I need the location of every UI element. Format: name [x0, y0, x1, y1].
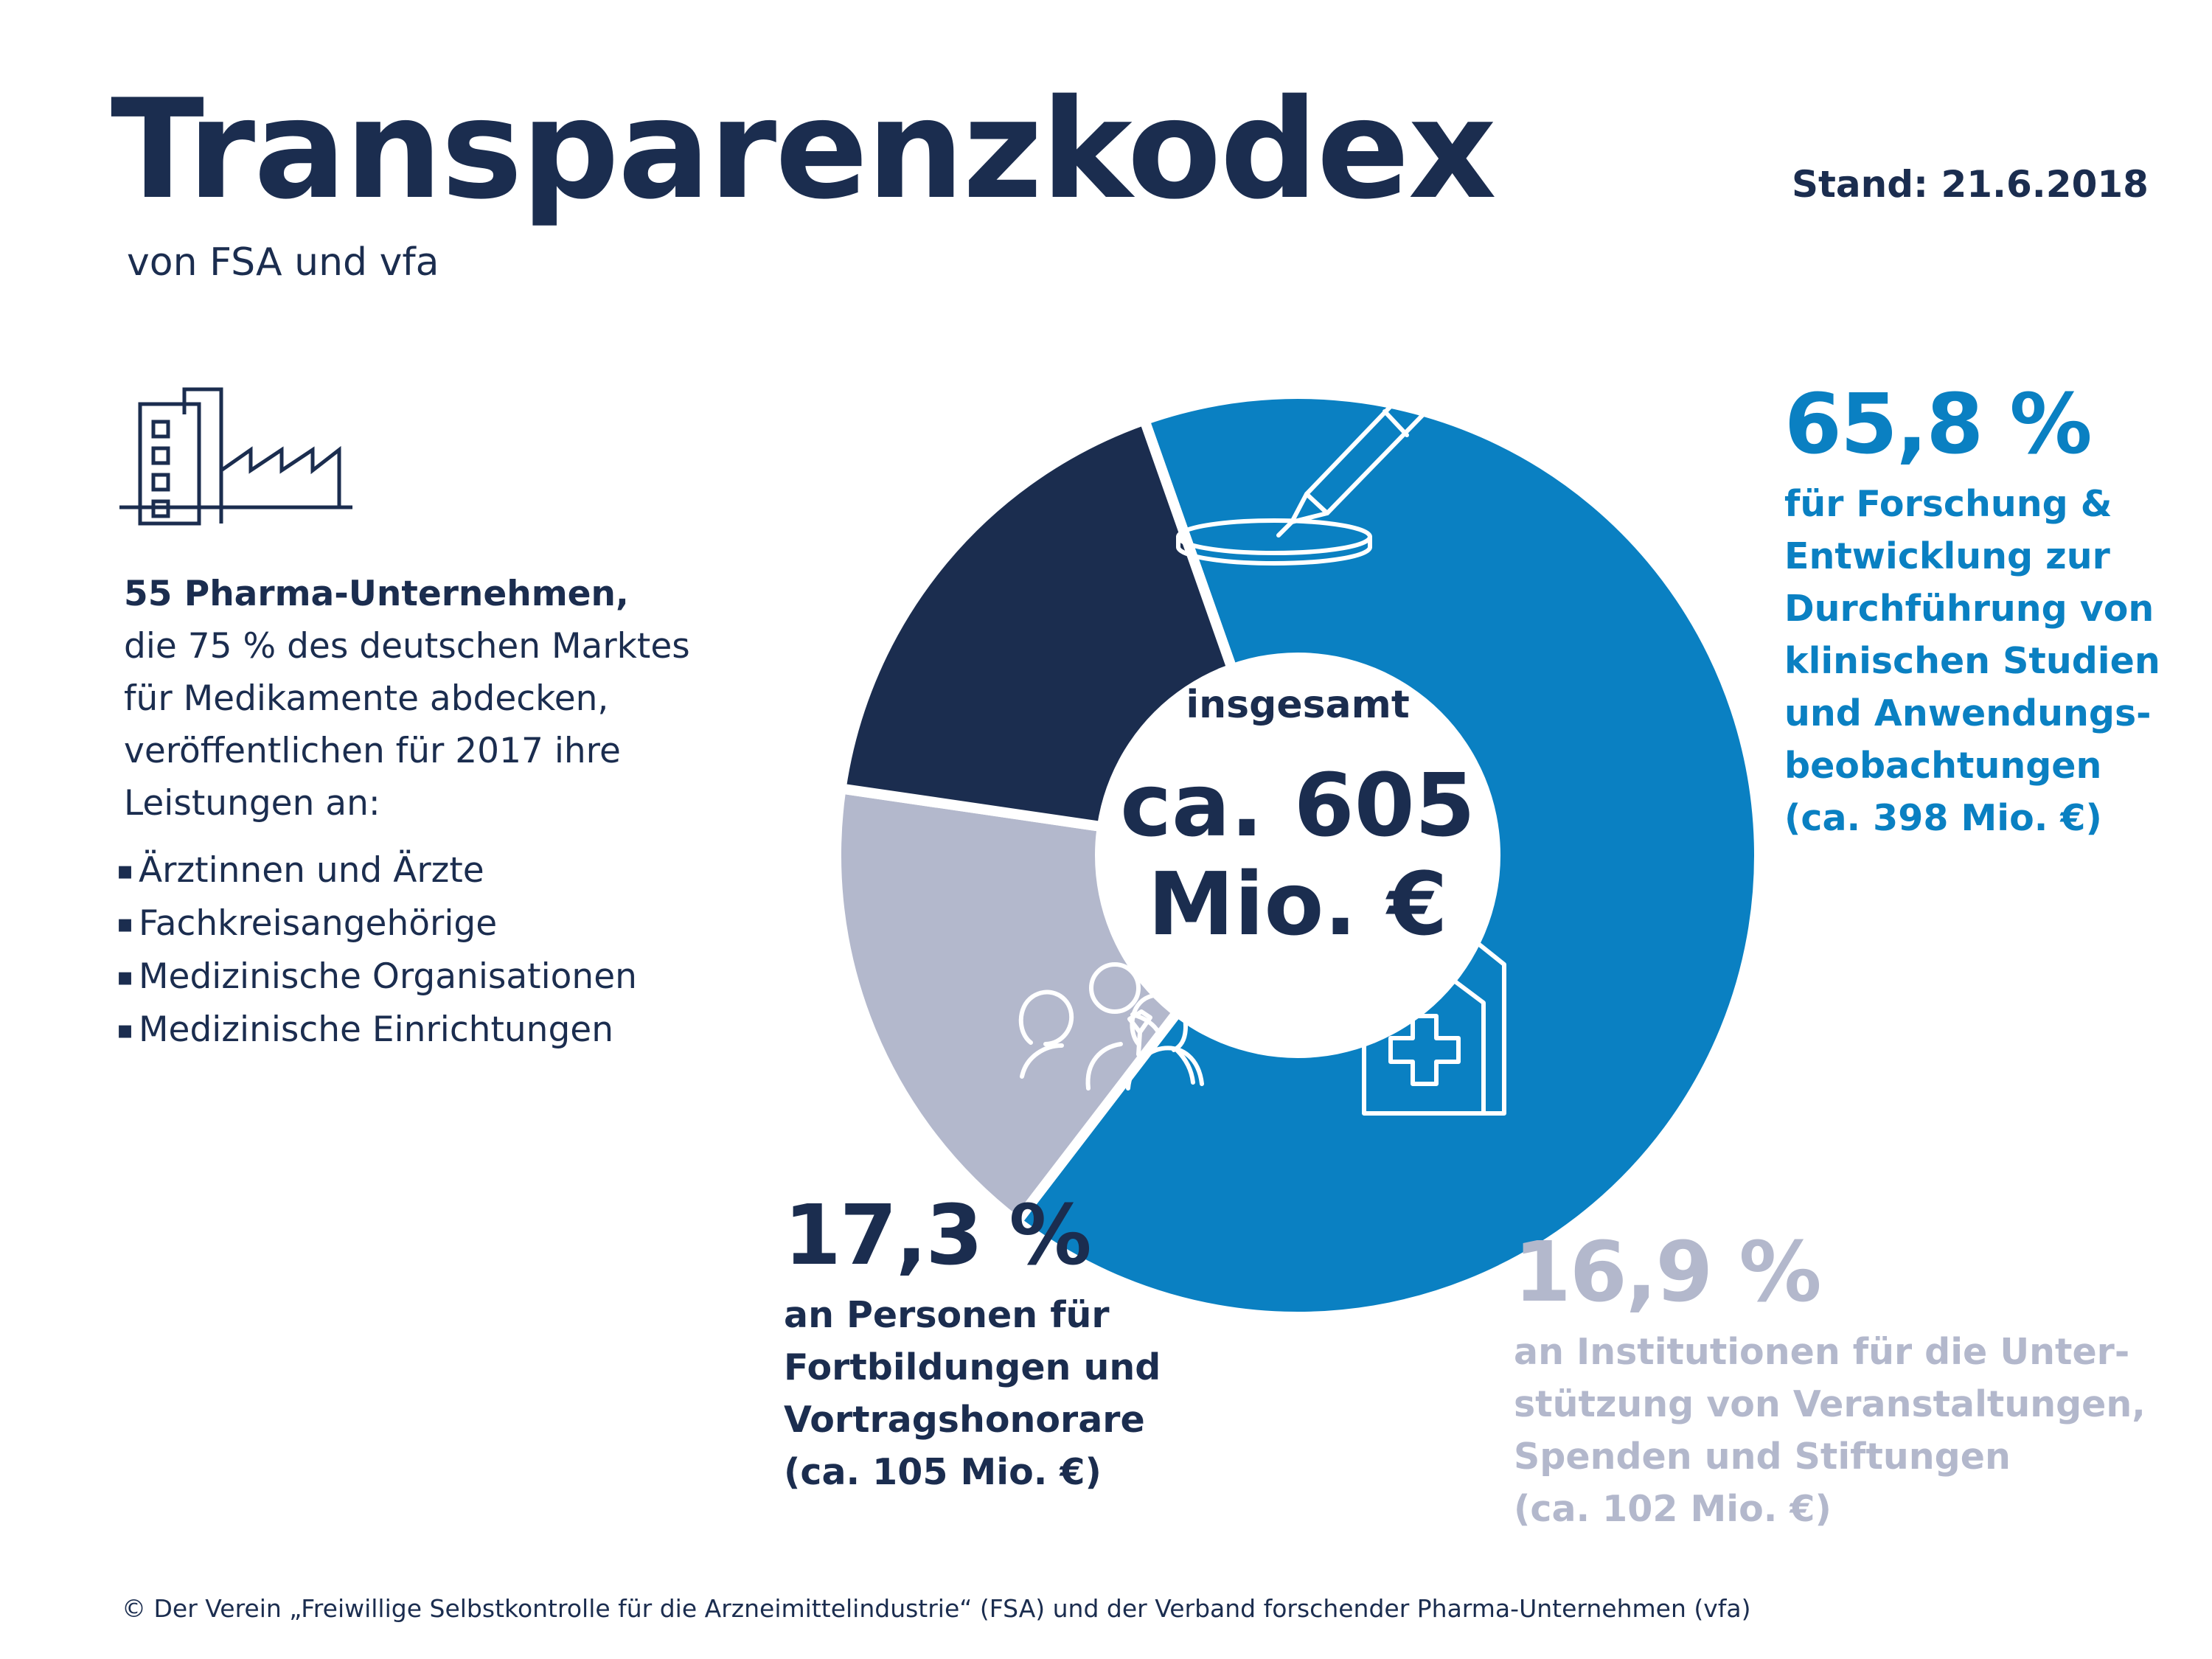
segment-line: Durchführung von	[1784, 588, 2154, 630]
pipette-petri-dish-icon	[1176, 383, 1435, 566]
donut-chart	[831, 383, 1764, 1322]
segment-line: stützung von Veranstaltungen,	[1514, 1383, 2146, 1425]
intro-line: Leistungen an:	[124, 783, 380, 824]
intro-line: veröffentlichen für 2017 ihre	[124, 731, 621, 771]
segment-label-research: 65,8 % für Forschung & Entwicklung zur D…	[1784, 383, 2197, 844]
segment-line: an Personen für	[784, 1294, 1110, 1336]
factory-icon	[119, 387, 352, 526]
total-label: insgesamt	[1186, 683, 1410, 727]
segment-line: an Institutionen für die Unter-	[1514, 1331, 2130, 1373]
segment-line: (ca. 105 Mio. €)	[784, 1451, 1102, 1493]
segment-line: und Anwendungs-	[1784, 692, 2152, 734]
copyright-notice: © Der Verein „Freiwillige Selbstkontroll…	[122, 1594, 1751, 1623]
list-item: Medizinische Einrichtungen	[116, 1004, 706, 1057]
total-value: ca. 605 Mio. €	[1113, 756, 1482, 953]
recipient-list: Ärztinnen und Ärzte Fachkreisangehörige …	[116, 844, 706, 1057]
hospital-cross-icon	[1362, 915, 1506, 1116]
page-title: Transparenzkodex	[111, 69, 1497, 229]
intro-line: für Medikamente abdecken,	[124, 678, 609, 719]
segment-line: beobachtungen	[1784, 745, 2102, 787]
list-item: Medizinische Organisationen	[116, 950, 706, 1004]
intro-text: 55 Pharma-Unternehmen, die 75 % des deut…	[124, 568, 714, 830]
segment-line: Vortragshonorare	[784, 1399, 1145, 1441]
intro-line: die 75 % des deutschen Marktes	[124, 626, 690, 667]
segment-line: Fortbildungen und	[784, 1346, 1161, 1388]
segment-description: an Institutionen für die Unter- stützung…	[1514, 1326, 2177, 1535]
segment-description: an Personen für Fortbildungen und Vortra…	[784, 1289, 1197, 1498]
segment-label-persons: 17,3 % an Personen für Fortbildungen und…	[784, 1194, 1197, 1498]
total-value-line: ca. 605	[1120, 754, 1475, 856]
people-group-icon	[1018, 962, 1204, 1091]
total-value-line: Mio. €	[1147, 853, 1448, 955]
segment-label-institutions: 16,9 % an Institutionen für die Unter- s…	[1514, 1231, 2177, 1535]
segment-description: für Forschung & Entwicklung zur Durchfüh…	[1784, 478, 2197, 844]
segment-line: (ca. 398 Mio. €)	[1784, 797, 2102, 839]
segment-line: Spenden und Stiftungen	[1514, 1436, 2011, 1478]
intro-lead: 55 Pharma-Unternehmen,	[124, 574, 629, 614]
segment-line: klinischen Studien	[1784, 640, 2160, 682]
date-stamp: Stand: 21.6.2018	[1792, 163, 2149, 206]
page-subtitle: von FSA und vfa	[127, 240, 439, 285]
segment-percent: 16,9 %	[1514, 1225, 1822, 1321]
list-item: Ärztinnen und Ärzte	[116, 844, 706, 897]
segment-line: für Forschung &	[1784, 483, 2112, 525]
segment-line: Entwicklung zur	[1784, 535, 2110, 577]
segment-percent: 17,3 %	[784, 1188, 1092, 1284]
segment-percent: 65,8 %	[1784, 377, 2093, 473]
segment-line: (ca. 102 Mio. €)	[1514, 1488, 1832, 1530]
list-item: Fachkreisangehörige	[116, 897, 706, 950]
